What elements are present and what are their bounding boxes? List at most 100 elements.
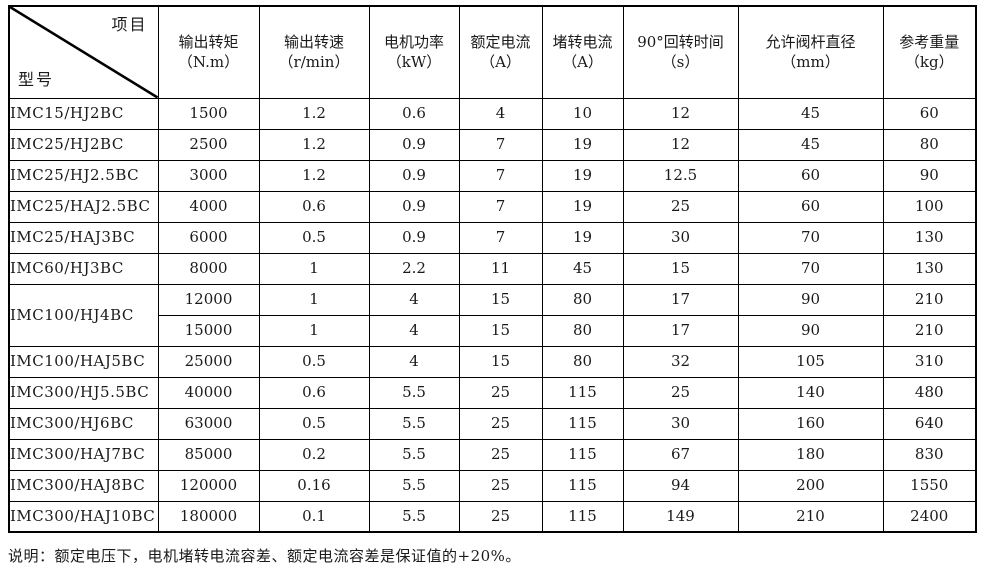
value-cell: 25000 <box>157 345 260 378</box>
corner-label-model: 型号 <box>18 69 55 89</box>
value-cell: 105 <box>737 345 884 378</box>
value-cell: 210 <box>882 314 977 347</box>
value-cell: 115 <box>541 438 624 471</box>
value-cell: 70 <box>737 252 884 285</box>
table-row: IMC25/HJ2BC 2500 1.2 0.9 7 19 12 45 80 <box>8 128 977 161</box>
value-cell: 3000 <box>157 159 260 192</box>
corner-cell: 项目 型号 <box>8 5 159 99</box>
value-cell: 12.5 <box>622 159 739 192</box>
value-cell: 140 <box>737 376 884 409</box>
model-cell: IMC100/HJ4BC <box>8 283 159 347</box>
table-row: IMC300/HJ5.5BC 40000 0.6 5.5 25 115 25 140 480 <box>8 376 977 409</box>
value-cell: 4 <box>368 314 460 347</box>
value-cell: 200 <box>737 469 884 502</box>
value-cell: 4 <box>458 97 543 130</box>
value-cell: 2.2 <box>368 252 460 285</box>
value-cell: 11 <box>458 252 543 285</box>
value-cell: 5.5 <box>368 438 460 471</box>
value-cell: 15000 <box>157 314 260 347</box>
model-cell: IMC25/HAJ2.5BC <box>8 190 159 223</box>
value-cell: 80 <box>541 314 624 347</box>
value-cell: 19 <box>541 128 624 161</box>
model-cell: IMC300/HAJ7BC <box>8 438 159 471</box>
value-cell: 90 <box>737 314 884 347</box>
value-cell: 12 <box>622 97 739 130</box>
value-cell: 70 <box>737 221 884 254</box>
value-cell: 0.16 <box>258 469 370 502</box>
table-row: IMC300/HAJ10BC 180000 0.1 5.5 25 115 149 210 240… <box>8 500 977 533</box>
value-cell: 30 <box>622 407 739 440</box>
table-header: 项目 型号 输出转矩 （N.m） 输出转速 （r/min） 电机功率 （kW） 额定电流 （A… <box>8 5 977 99</box>
value-cell: 120000 <box>157 469 260 502</box>
value-cell: 15 <box>458 345 543 378</box>
column-header-unit: （r/min） <box>278 53 350 72</box>
column-header-label: 90°回转时间 <box>637 32 724 51</box>
value-cell: 130 <box>882 252 977 285</box>
value-cell: 80 <box>882 128 977 161</box>
value-cell: 25 <box>458 407 543 440</box>
value-cell: 12000 <box>157 283 260 316</box>
value-cell: 90 <box>882 159 977 192</box>
value-cell: 0.6 <box>258 190 370 223</box>
value-cell: 63000 <box>157 407 260 440</box>
value-cell: 94 <box>622 469 739 502</box>
value-cell: 210 <box>882 283 977 316</box>
value-cell: 0.9 <box>368 221 460 254</box>
column-header-unit: （mm） <box>781 53 840 72</box>
value-cell: 4000 <box>157 190 260 223</box>
value-cell: 10 <box>541 97 624 130</box>
value-cell: 1 <box>258 314 370 347</box>
column-header-unit: （A） <box>562 53 603 72</box>
value-cell: 2500 <box>157 128 260 161</box>
model-cell: IMC25/HAJ3BC <box>8 221 159 254</box>
value-cell: 0.9 <box>368 190 460 223</box>
value-cell: 1 <box>258 283 370 316</box>
column-header-unit: （N.m） <box>177 53 240 72</box>
model-cell: IMC60/HJ3BC <box>8 252 159 285</box>
column-header: 输出转速 （r/min） <box>258 5 370 99</box>
value-cell: 7 <box>458 159 543 192</box>
table-row: IMC100/HAJ5BC 25000 0.5 4 15 80 32 105 310 <box>8 345 977 378</box>
value-cell: 1.2 <box>258 97 370 130</box>
column-header: 额定电流 （A） <box>458 5 543 99</box>
footnote: 说明：额定电压下，电机堵转电流容差、额定电流容差是保证值的+20%。 <box>8 547 521 565</box>
column-header-unit: （kW） <box>386 53 442 72</box>
value-cell: 80 <box>541 345 624 378</box>
column-header-label: 电机功率 <box>383 32 444 51</box>
model-cell: IMC25/HJ2.5BC <box>8 159 159 192</box>
value-cell: 19 <box>541 190 624 223</box>
value-cell: 45 <box>737 97 884 130</box>
value-cell: 7 <box>458 128 543 161</box>
value-cell: 0.5 <box>258 345 370 378</box>
column-header: 堵转电流 （A） <box>541 5 624 99</box>
value-cell: 19 <box>541 159 624 192</box>
column-header: 参考重量 （kg） <box>882 5 977 99</box>
value-cell: 310 <box>882 345 977 378</box>
value-cell: 0.1 <box>258 500 370 533</box>
value-cell: 60 <box>882 97 977 130</box>
corner-label-item: 项目 <box>111 15 148 34</box>
value-cell: 1.2 <box>258 128 370 161</box>
header-row: 项目 型号 输出转矩 （N.m） 输出转速 （r/min） 电机功率 （kW） 额定电流 （A… <box>8 5 977 99</box>
column-header: 输出转矩 （N.m） <box>157 5 260 99</box>
table-row: IMC300/HJ6BC 63000 0.5 5.5 25 115 30 160 640 <box>8 407 977 440</box>
value-cell: 180 <box>737 438 884 471</box>
table-row: IMC60/HJ3BC 8000 1 2.2 11 45 15 70 130 <box>8 252 977 285</box>
value-cell: 130 <box>882 221 977 254</box>
value-cell: 45 <box>541 252 624 285</box>
value-cell: 160 <box>737 407 884 440</box>
value-cell: 115 <box>541 407 624 440</box>
value-cell: 0.6 <box>258 376 370 409</box>
value-cell: 25 <box>622 190 739 223</box>
value-cell: 80 <box>541 283 624 316</box>
value-cell: 67 <box>622 438 739 471</box>
model-cell: IMC300/HAJ8BC <box>8 469 159 502</box>
table-row: IMC25/HAJ3BC 6000 0.5 0.9 7 19 30 70 130 <box>8 221 977 254</box>
value-cell: 60 <box>737 190 884 223</box>
value-cell: 0.2 <box>258 438 370 471</box>
column-header-unit: （kg） <box>904 53 954 72</box>
column-header: 电机功率 （kW） <box>368 5 460 99</box>
value-cell: 149 <box>622 500 739 533</box>
column-header-label: 参考重量 <box>899 32 960 51</box>
